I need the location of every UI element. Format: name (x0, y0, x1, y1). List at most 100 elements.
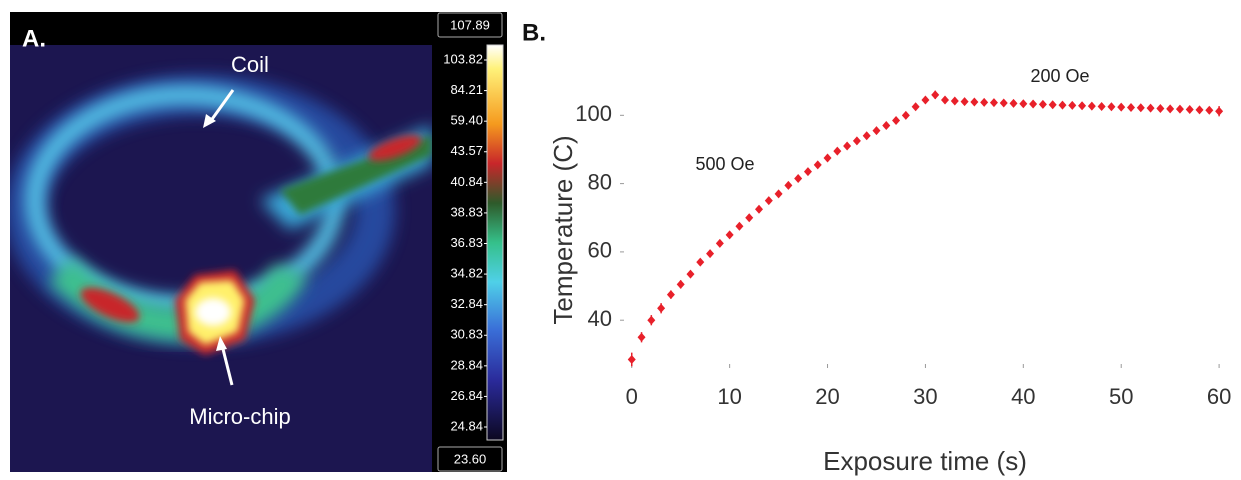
point (921, 95, 930, 105)
colorbar-tick-label: 38.83 (450, 204, 483, 219)
point (1087, 101, 1096, 111)
colorbar-max-box (437, 12, 503, 38)
x-tick-label: 0 (626, 384, 638, 409)
point (1175, 104, 1184, 114)
point (1009, 98, 1018, 108)
point (686, 269, 695, 279)
arrow (220, 344, 234, 386)
point (666, 290, 675, 300)
point (833, 146, 842, 156)
y-tick-label: 100 (575, 101, 612, 126)
point (637, 332, 646, 342)
point (1185, 105, 1194, 115)
point (852, 136, 861, 146)
y-tick-label: 80 (588, 169, 612, 194)
colorbar-tick-label: 40.84 (450, 174, 483, 189)
colorbar-tick-label: 84.21 (450, 82, 483, 97)
point (1136, 103, 1145, 113)
point (657, 303, 666, 313)
point (950, 96, 959, 106)
point (725, 230, 734, 240)
point (1195, 105, 1204, 115)
colorbar-tick-label: 34.82 (450, 266, 483, 281)
point (1058, 100, 1067, 110)
point (1117, 102, 1126, 112)
point (960, 97, 969, 107)
point (755, 204, 764, 214)
point (647, 315, 656, 325)
colorbar (486, 44, 504, 441)
point (911, 102, 920, 112)
colorbar-tick-label: 103.82 (443, 51, 483, 66)
annotation: Coil (231, 52, 269, 77)
panel-label: A. (22, 25, 46, 52)
point (1097, 101, 1106, 111)
point (764, 196, 773, 206)
point (823, 153, 832, 163)
point (931, 90, 940, 100)
colorbar-tick-label: 30.83 (450, 327, 483, 342)
point (1048, 100, 1057, 110)
point (999, 98, 1008, 108)
point (892, 115, 901, 125)
point (1156, 103, 1165, 113)
point (1146, 103, 1155, 113)
annotation: 200 Oe (1030, 66, 1089, 86)
colorbar-min: 23.60 (454, 451, 487, 466)
x-tick-label: 20 (815, 384, 839, 409)
point (882, 121, 891, 131)
colorbar-tick-label: 59.40 (450, 113, 483, 128)
point (735, 221, 744, 231)
y-axis-label: Temperature (C) (548, 135, 578, 324)
point (901, 110, 910, 120)
panel-label: B. (522, 19, 546, 46)
colorbar-tick-label: 43.57 (450, 143, 483, 158)
point (1166, 104, 1175, 114)
y-tick-label: 40 (588, 306, 612, 331)
point (784, 180, 793, 190)
x-tick-label: 40 (1011, 384, 1035, 409)
x-tick-label: 10 (717, 384, 741, 409)
point (794, 173, 803, 183)
point (862, 131, 871, 141)
annotation: Micro-chip (189, 404, 290, 429)
point (1029, 99, 1038, 109)
point (1068, 100, 1077, 110)
point (696, 257, 705, 267)
point (715, 238, 724, 248)
y-tick-label: 60 (588, 238, 612, 263)
point (676, 279, 685, 289)
arrow (208, 89, 235, 123)
colorbar-tick-label: 26.84 (450, 388, 483, 403)
point (1019, 99, 1028, 109)
colorbar-tick-label: 32.84 (450, 296, 483, 311)
x-axis-label: Exposure time (s) (823, 446, 1027, 476)
point (627, 354, 636, 364)
point (813, 160, 822, 170)
point (970, 97, 979, 107)
colorbar-min-box (437, 446, 503, 472)
point (980, 97, 989, 107)
point (1107, 102, 1116, 112)
x-tick-label: 50 (1109, 384, 1133, 409)
colorbar-max: 107.89 (450, 17, 490, 32)
thermal-image (10, 12, 432, 472)
point (1205, 105, 1214, 115)
x-tick-label: 60 (1207, 384, 1231, 409)
colorbar-tick-label: 28.84 (450, 357, 483, 372)
point (745, 213, 754, 223)
point (706, 249, 715, 259)
colorbar-tick-label: 36.83 (450, 235, 483, 250)
point (1078, 101, 1087, 111)
x-tick-label: 30 (913, 384, 937, 409)
point (872, 126, 881, 136)
point (989, 98, 998, 108)
arrow-head (216, 336, 227, 351)
point (803, 167, 812, 177)
arrow-head (203, 114, 216, 128)
point (941, 95, 950, 105)
point (1215, 106, 1224, 116)
colorbar-tick-label: 24.84 (450, 418, 483, 433)
